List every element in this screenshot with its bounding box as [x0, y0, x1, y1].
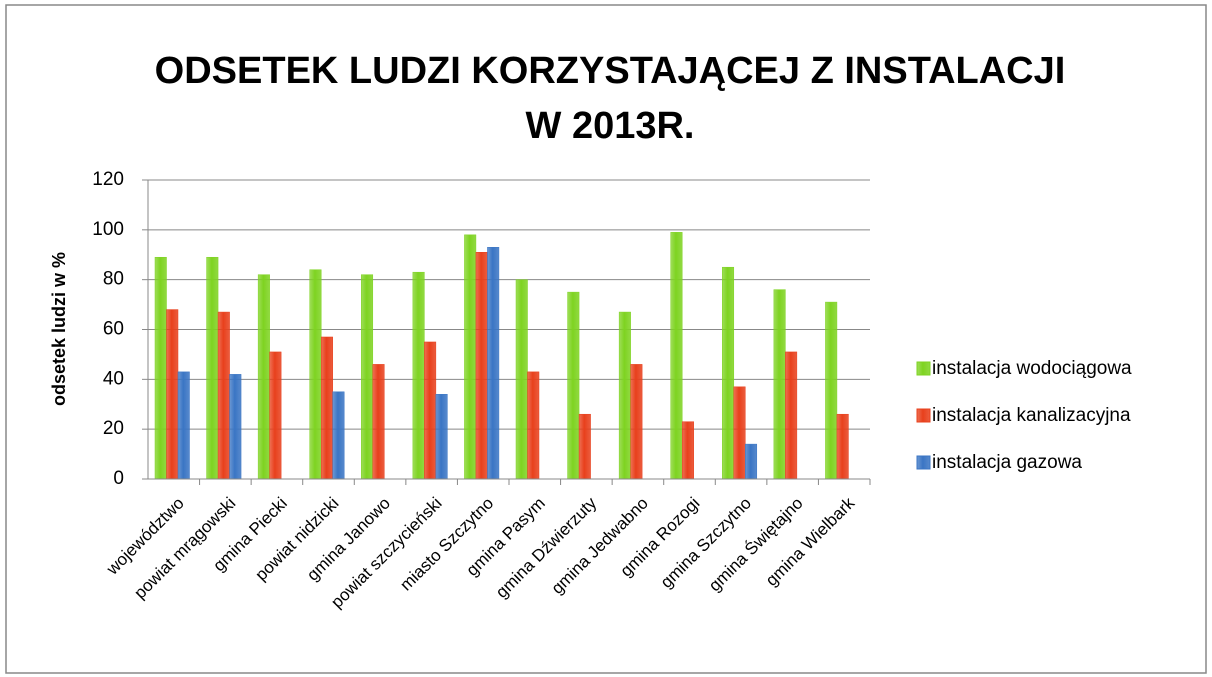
bar — [464, 234, 477, 480]
legend-swatch — [916, 455, 931, 470]
bar — [372, 364, 385, 480]
bar — [733, 386, 746, 480]
bar — [206, 256, 219, 480]
bar — [527, 371, 540, 480]
bar — [773, 289, 786, 480]
y-axis-label: odsetek ludzi w % — [49, 252, 69, 406]
legend-label: instalacja gazowa — [932, 452, 1082, 473]
y-tick-label: 40 — [103, 368, 124, 389]
bar — [630, 364, 643, 480]
legend-label: instalacja kanalizacyjna — [932, 405, 1131, 426]
bar — [332, 391, 345, 480]
chart-title: W 2013R. — [526, 105, 695, 147]
bar — [435, 394, 448, 480]
chart-title: ODSETEK LUDZI KORZYSTAJĄCEJ Z INSTALACJI — [155, 50, 1066, 92]
legend-swatch — [916, 361, 931, 376]
bar — [578, 413, 591, 480]
bar — [785, 351, 798, 480]
y-tick-label: 0 — [113, 468, 124, 489]
y-tick-label: 20 — [103, 418, 124, 439]
bar — [618, 311, 631, 480]
bar — [424, 341, 437, 480]
bar — [154, 256, 167, 480]
bar — [475, 252, 488, 480]
bar — [567, 291, 580, 480]
bar — [217, 311, 230, 480]
bar — [487, 247, 500, 480]
y-tick-label: 120 — [92, 169, 124, 190]
bar — [670, 232, 683, 480]
legend-label: instalacja wodociągowa — [932, 358, 1132, 379]
bar — [309, 269, 322, 480]
bar — [681, 421, 694, 480]
y-tick-label: 80 — [103, 269, 124, 290]
bar — [229, 374, 242, 480]
chart-border — [5, 4, 1207, 674]
y-tick-label: 100 — [92, 219, 124, 240]
bar — [320, 336, 333, 480]
bar — [361, 274, 374, 480]
y-tick-label: 60 — [103, 319, 124, 340]
legend-swatch — [916, 408, 931, 423]
bar — [412, 271, 425, 480]
bar — [825, 301, 838, 480]
bar — [257, 274, 270, 480]
bar — [177, 371, 190, 480]
bar — [166, 309, 179, 480]
bar — [722, 266, 735, 480]
bar — [745, 443, 758, 480]
bar — [269, 351, 282, 480]
bar — [836, 413, 849, 480]
bar — [515, 279, 528, 480]
